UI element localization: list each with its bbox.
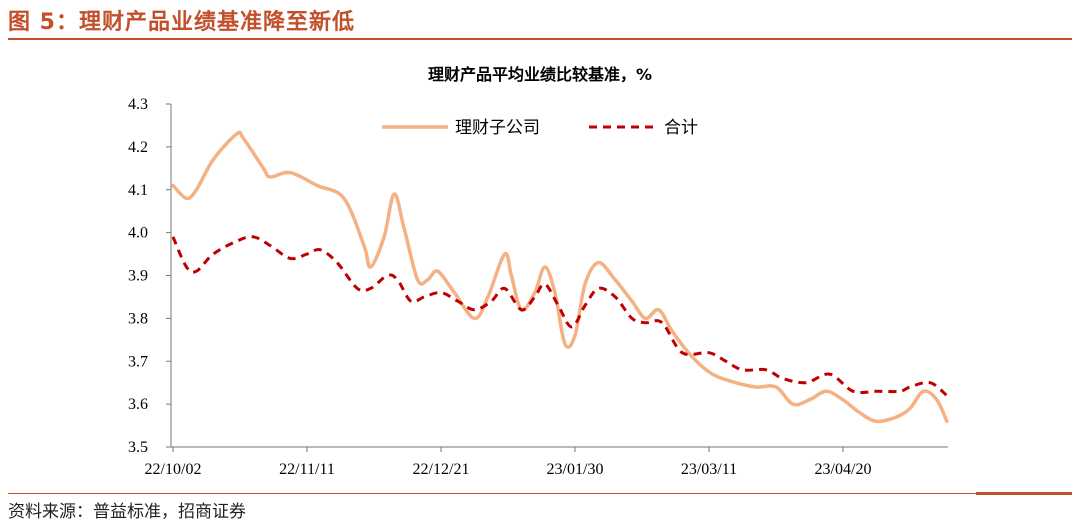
y-tick-label: 3.8	[128, 310, 148, 327]
source-note: 资料来源：普益标准，招商证券	[8, 502, 246, 522]
chart-title: 理财产品平均业绩比较基准，%	[428, 65, 652, 84]
footer-divider-accent	[976, 492, 1072, 495]
series-line-subsidiary	[171, 130, 949, 424]
chart-axes: 3.5 3.6 3.7 3.8 3.9 4.0 4.1 4.2 4.3 22/10/02 22/11…	[128, 96, 948, 478]
y-tick-label: 4.2	[128, 139, 148, 156]
x-tick-label: 23/04/20	[815, 461, 872, 478]
chart-legend: 理财子公司 合计	[382, 118, 698, 138]
y-tick-label: 4.0	[128, 225, 148, 242]
y-tick-label: 3.9	[128, 268, 148, 285]
y-tick-label: 4.1	[128, 182, 148, 199]
title-divider	[8, 38, 1072, 40]
x-tick-label: 22/11/11	[279, 461, 335, 478]
x-tick-label: 22/12/21	[413, 461, 470, 478]
x-tick-label: 23/03/11	[681, 461, 737, 478]
x-tick-label: 22/10/02	[145, 461, 202, 478]
plot-area	[171, 130, 949, 424]
y-tick-label: 3.6	[128, 396, 148, 413]
footer-divider	[8, 493, 976, 494]
y-tick-label: 3.5	[128, 439, 148, 456]
figure-title: 图 5：理财产品业绩基准降至新低	[8, 10, 355, 35]
x-tick-label: 23/01/30	[547, 461, 604, 478]
y-tick-label: 4.3	[128, 96, 148, 113]
series-line-total	[171, 235, 948, 397]
legend-label: 理财子公司	[455, 118, 540, 138]
legend-label: 合计	[664, 118, 698, 138]
y-tick-label: 3.7	[128, 353, 148, 370]
